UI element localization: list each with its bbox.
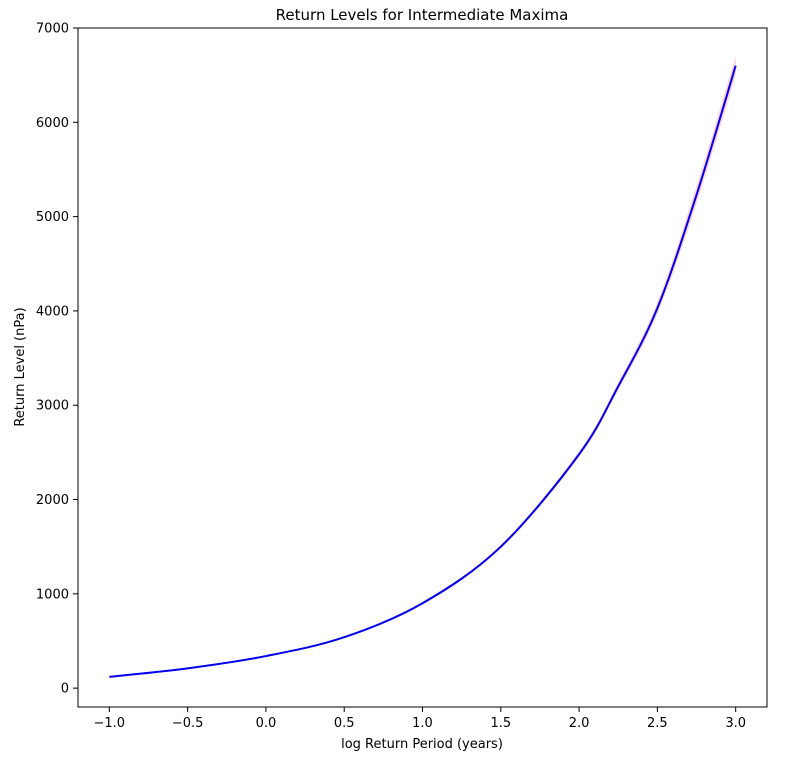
series-line-0: [109, 65, 737, 678]
x-tick-label: −0.5: [172, 716, 204, 731]
series-layer: [109, 65, 737, 678]
chart-title: Return Levels for Intermediate Maxima: [276, 6, 569, 24]
confidence-band: [109, 56, 736, 678]
y-tick-label: 6000: [36, 116, 69, 131]
x-axis-ticks: −1.0 −0.5 0.0 0.5 1.0 1.5 2.0 2.5 3.0: [94, 707, 746, 731]
x-tick-label: 2.0: [569, 716, 590, 731]
y-tick-label: 5000: [36, 210, 69, 225]
x-tick-label: 2.5: [647, 716, 668, 731]
y-tick-label: 0: [61, 682, 69, 697]
x-tick-label: 0.0: [256, 716, 277, 731]
x-axis-label: log Return Period (years): [341, 737, 503, 752]
x-tick-label: 3.0: [725, 716, 746, 731]
y-axis-ticks: 0 1000 2000 3000 4000 5000 6000 7000: [36, 22, 78, 697]
confidence-band-layer: [109, 56, 736, 678]
y-tick-label: 2000: [36, 493, 69, 508]
x-tick-label: 1.5: [490, 716, 511, 731]
x-tick-label: 1.0: [412, 716, 433, 731]
y-tick-label: 3000: [36, 399, 69, 414]
x-tick-label: 0.5: [334, 716, 355, 731]
y-axis-label: Return Level (nPa): [13, 307, 28, 426]
y-tick-label: 4000: [36, 304, 69, 319]
y-tick-label: 7000: [36, 22, 69, 37]
x-tick-label: −1.0: [94, 716, 126, 731]
plot-frame: [77, 27, 768, 708]
y-tick-label: 1000: [36, 587, 69, 602]
